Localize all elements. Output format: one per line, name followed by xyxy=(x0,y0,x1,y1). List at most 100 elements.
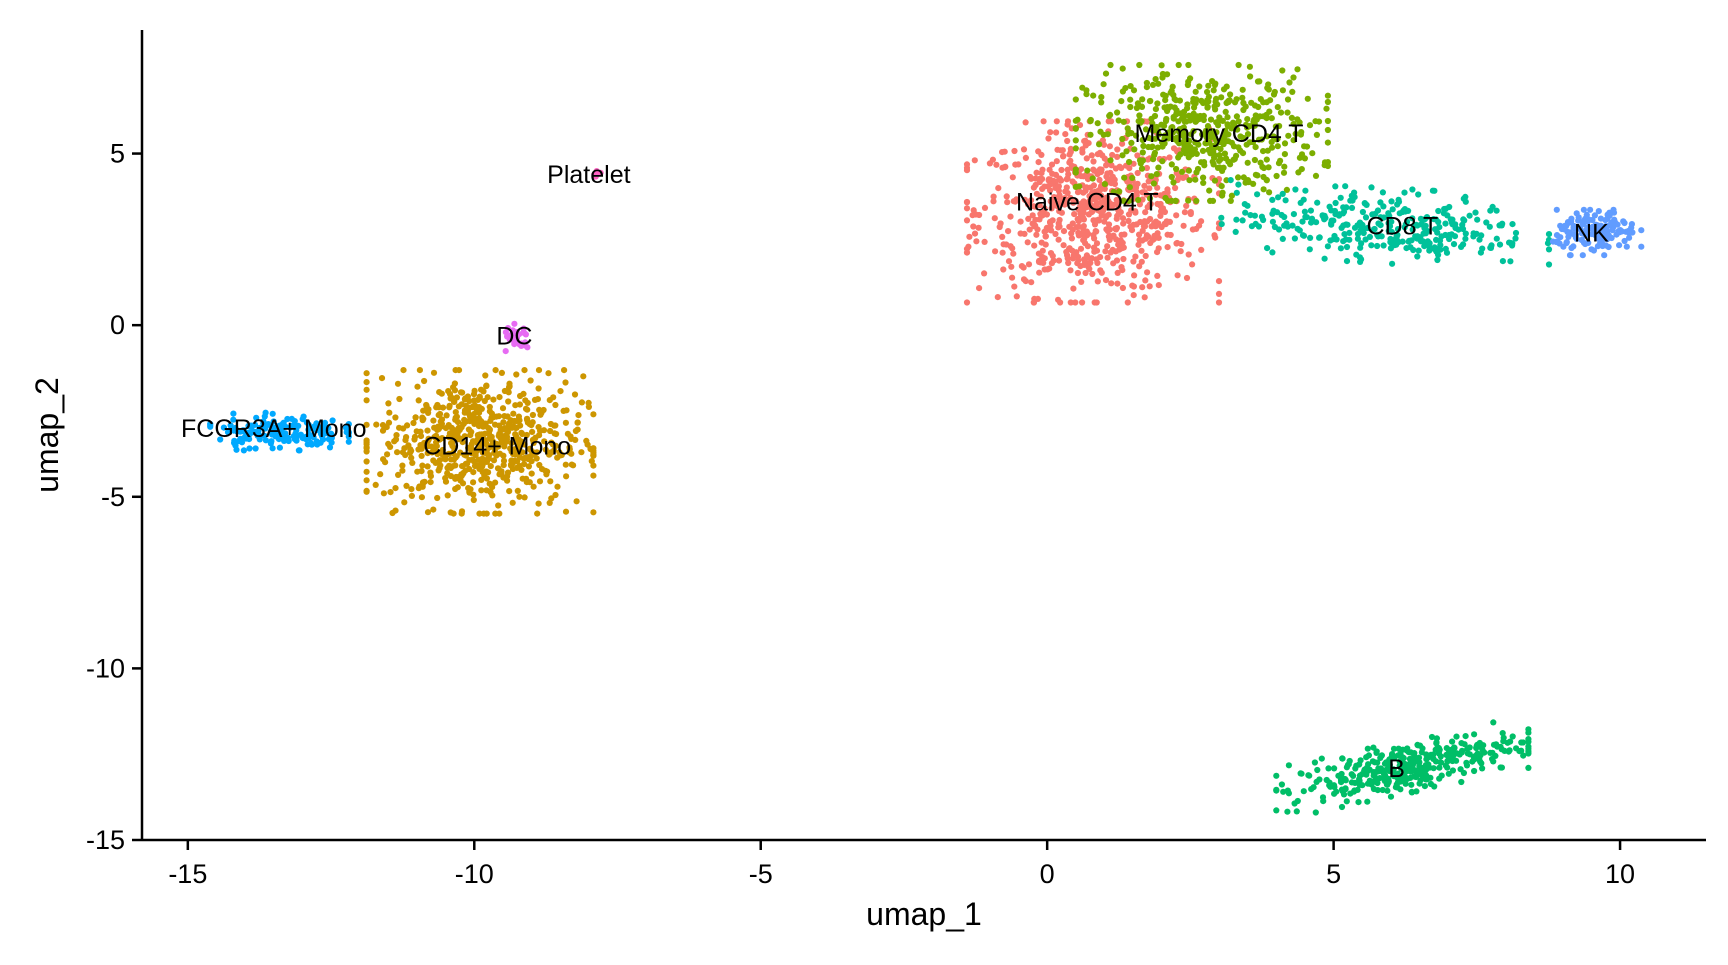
data-point xyxy=(1209,197,1217,204)
data-point xyxy=(1583,211,1590,218)
data-point xyxy=(1055,236,1062,243)
data-point xyxy=(1134,152,1141,159)
data-point xyxy=(1061,195,1068,202)
data-point xyxy=(1080,237,1087,244)
data-point xyxy=(1119,135,1126,143)
data-point xyxy=(1276,122,1283,130)
data-point xyxy=(408,486,415,493)
data-point xyxy=(1132,253,1139,260)
data-point xyxy=(427,479,434,486)
data-point xyxy=(513,371,520,378)
data-point xyxy=(1242,209,1249,216)
data-point xyxy=(1458,243,1465,250)
data-point xyxy=(1010,250,1017,257)
data-point xyxy=(1314,766,1321,774)
data-point xyxy=(1136,263,1143,270)
data-point xyxy=(563,473,570,480)
data-point xyxy=(1457,766,1464,773)
data-point xyxy=(1325,765,1332,772)
data-point xyxy=(485,453,492,460)
data-point xyxy=(1438,759,1445,766)
data-point xyxy=(1066,159,1073,166)
data-point xyxy=(1626,234,1633,241)
data-point xyxy=(1430,751,1437,758)
data-point xyxy=(1049,217,1056,224)
data-point xyxy=(399,467,406,474)
cluster-label: FCGR3A+ Mono xyxy=(181,415,367,443)
data-point xyxy=(534,510,541,517)
data-point xyxy=(1417,777,1424,784)
data-point xyxy=(1444,212,1451,219)
data-point xyxy=(1021,196,1028,203)
data-point xyxy=(1080,206,1087,213)
data-point xyxy=(1080,223,1087,230)
data-point xyxy=(1269,196,1276,203)
data-point xyxy=(1190,128,1197,135)
data-point xyxy=(394,380,402,387)
data-point xyxy=(1420,230,1427,237)
data-point xyxy=(1212,80,1219,87)
data-point xyxy=(480,423,487,430)
data-point xyxy=(1316,234,1323,241)
data-point xyxy=(521,330,528,337)
data-point xyxy=(540,406,547,414)
data-point xyxy=(1227,161,1234,168)
data-point xyxy=(1154,230,1161,237)
data-point xyxy=(1405,749,1412,756)
data-point xyxy=(470,469,477,476)
data-point xyxy=(1196,83,1203,90)
data-point xyxy=(1089,270,1096,278)
cluster-label: CD14+ Mono xyxy=(423,432,571,460)
data-point xyxy=(1049,252,1056,260)
data-point xyxy=(1138,103,1146,110)
data-point xyxy=(1407,774,1414,782)
data-point xyxy=(1383,759,1390,766)
data-point xyxy=(316,424,323,431)
data-point xyxy=(478,386,485,393)
data-point xyxy=(1525,743,1532,750)
data-point xyxy=(1152,76,1159,83)
data-point xyxy=(1414,742,1422,749)
data-point xyxy=(1102,213,1109,220)
data-point xyxy=(1277,109,1285,116)
data-point xyxy=(1125,130,1132,138)
data-point xyxy=(1027,173,1034,181)
data-point xyxy=(536,478,544,485)
data-point xyxy=(1071,211,1078,218)
data-point xyxy=(1297,131,1304,138)
x-tick-label: -15 xyxy=(168,859,207,889)
data-point xyxy=(590,472,597,479)
data-point xyxy=(1471,731,1478,738)
data-point xyxy=(373,421,380,428)
data-point xyxy=(1097,208,1104,215)
data-point xyxy=(420,442,427,449)
series-fcgr3a-mono xyxy=(207,409,352,454)
data-point xyxy=(1339,210,1347,217)
data-point xyxy=(1155,164,1162,171)
data-point xyxy=(525,463,533,470)
data-point xyxy=(969,212,976,219)
data-point xyxy=(459,439,466,446)
data-point xyxy=(487,463,494,470)
data-point xyxy=(433,439,440,446)
data-point xyxy=(1509,221,1516,228)
data-point xyxy=(516,454,523,461)
data-point xyxy=(1146,195,1154,202)
data-point xyxy=(1244,159,1251,166)
data-point xyxy=(1288,114,1295,121)
data-point xyxy=(1146,185,1153,192)
data-point xyxy=(1235,118,1242,125)
data-point xyxy=(963,167,971,174)
data-point xyxy=(1256,78,1263,85)
data-point xyxy=(1301,143,1308,150)
data-point xyxy=(377,471,384,478)
data-point xyxy=(267,428,274,435)
data-point xyxy=(408,492,415,499)
data-point xyxy=(551,447,558,454)
data-point xyxy=(305,435,312,442)
data-point xyxy=(386,409,393,416)
y-tick-label: -10 xyxy=(86,653,125,683)
data-point xyxy=(568,450,575,457)
data-point xyxy=(1107,157,1114,164)
data-point xyxy=(963,249,971,256)
